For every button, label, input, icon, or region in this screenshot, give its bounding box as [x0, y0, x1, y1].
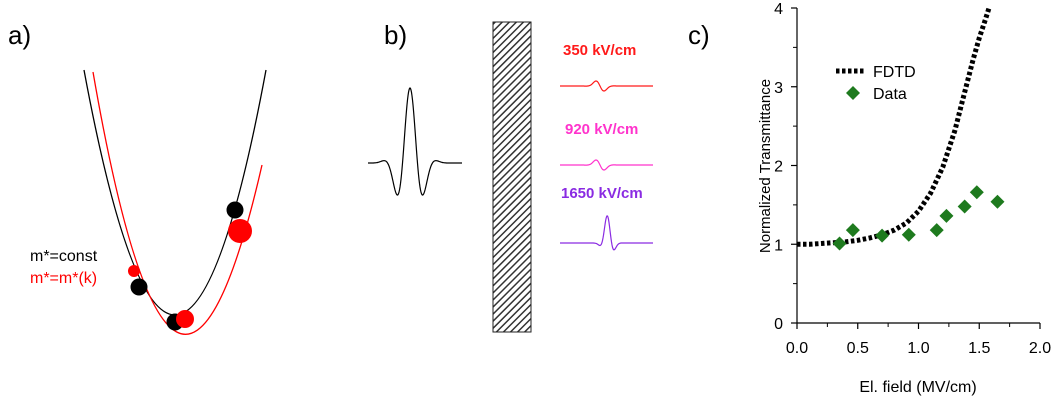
dot-black-left-upper: [130, 278, 148, 296]
chart-axes: 0.0 0.5 1.0 1.5 2.0 0 1 2 3 4: [774, 1, 1051, 357]
dot-black-right: [226, 201, 244, 219]
x-tick-label: 0.5: [847, 340, 869, 357]
legend-data-label: Data: [873, 86, 907, 103]
panel-a-label: a): [8, 20, 31, 50]
data-point: [875, 228, 890, 243]
panel-b-pulses: 350 kV/cm 920 kV/cm 1650 kV/cm: [368, 21, 653, 333]
panel-a-dispersion: m*=const m*=m*(k): [30, 69, 267, 335]
legend-data-swatch: [846, 86, 860, 100]
data-point: [957, 199, 972, 214]
dot-red-right: [228, 219, 252, 243]
data-point: [832, 236, 847, 251]
transmitted-pulse-920: [560, 159, 653, 171]
transmitted-pulse-1650: [560, 215, 653, 251]
x-tick-label: 1.0: [907, 340, 929, 357]
incident-pulse-waveform: [368, 87, 462, 196]
trace-label-350: 350 kV/cm: [563, 42, 636, 59]
data-point: [901, 227, 916, 242]
sample-slab: [492, 21, 532, 333]
dot-red-left-upper: [128, 265, 140, 277]
x-tick-label: 0.0: [786, 340, 808, 357]
x-axis-label: El. field (MV/cm): [859, 379, 976, 396]
data-point: [929, 223, 944, 238]
x-tick-label: 2.0: [1029, 340, 1051, 357]
legend-k-dependent-mass: m*=m*(k): [30, 270, 97, 287]
data-point: [939, 208, 954, 223]
parabola-const-mass: [83, 69, 267, 316]
parabola-k-dependent-mass: [92, 71, 263, 335]
panel-b-label: b): [384, 20, 407, 50]
legend-const-mass: m*=const: [30, 248, 98, 265]
y-tick-label: 2: [774, 159, 783, 176]
x-tick-label: 1.5: [968, 340, 990, 357]
chart-legend: FDTD Data: [836, 64, 916, 103]
dot-red-bottom: [176, 310, 194, 328]
panel-c-label: c): [688, 20, 710, 50]
data-point: [969, 185, 984, 200]
trace-label-1650: 1650 kV/cm: [561, 185, 643, 202]
y-tick-label: 0: [774, 316, 783, 333]
y-axis-label: Normalized Transmittance: [757, 79, 774, 253]
y-tick-label: 4: [774, 1, 783, 18]
y-tick-label: 3: [774, 80, 783, 97]
trace-label-920: 920 kV/cm: [565, 121, 638, 138]
data-point: [990, 194, 1005, 209]
transmitted-pulse-350: [560, 80, 653, 92]
data-point: [845, 223, 860, 238]
panel-c-chart: 0.0 0.5 1.0 1.5 2.0 0 1 2 3 4 FDTD Data El. field …: [757, 1, 1051, 396]
legend-fdtd-label: FDTD: [873, 64, 916, 81]
series-data: [832, 185, 1005, 251]
y-tick-label: 1: [774, 237, 783, 254]
